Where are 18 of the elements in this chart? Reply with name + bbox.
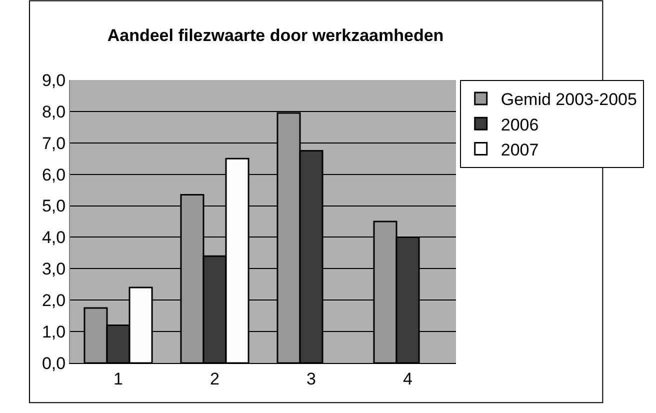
y-tick-label: 4,0 [42, 228, 66, 248]
y-tick-label: 1,0 [42, 322, 66, 342]
chart-title: Aandeel filezwaarte door werkzaamheden [107, 26, 444, 45]
y-tick-label: 5,0 [42, 196, 66, 216]
x-tick-label: 4 [403, 369, 412, 388]
y-tick-label: 6,0 [42, 165, 66, 184]
legend-label: 2006 [500, 115, 539, 134]
x-tick-label: 3 [306, 369, 316, 388]
x-tick-label: 1 [114, 369, 123, 388]
y-tick-label: 9,0 [42, 70, 66, 90]
legend-label: 2007 [500, 140, 539, 160]
legend-label: Gemid 2003-2005 [500, 90, 637, 110]
y-tick-label: 0,0 [42, 354, 66, 373]
y-tick-label: 2,0 [42, 291, 66, 310]
y-tick-label: 8,0 [42, 102, 66, 122]
y-tick-label: 3,0 [42, 260, 66, 279]
y-tick-label: 7,0 [42, 134, 66, 153]
x-tick-label: 2 [210, 369, 220, 388]
